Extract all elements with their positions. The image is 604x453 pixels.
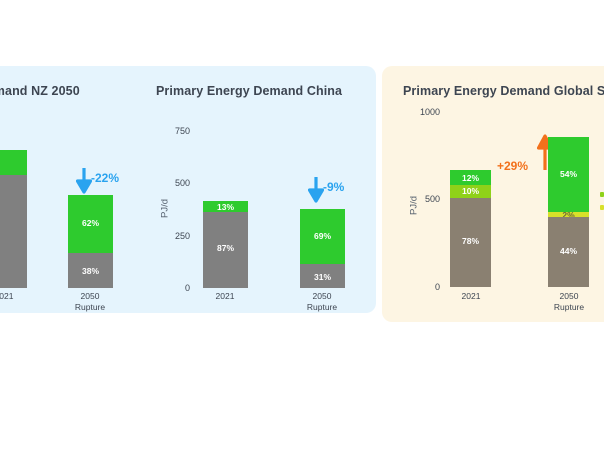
bar-category-nz-2050: 2050 Rupture bbox=[74, 291, 106, 312]
bar-segment-fossil: 87% bbox=[203, 212, 248, 288]
y-tick-0: 0 bbox=[434, 282, 440, 292]
bar-segment-fossil bbox=[0, 175, 27, 288]
bar-category-global-south-2050: 2050 Rupture bbox=[553, 291, 585, 312]
bar-china-2021[interactable]: 13% 87% bbox=[203, 201, 248, 288]
bar-segment-label: 31% bbox=[313, 271, 331, 282]
legend-swatch-other bbox=[600, 205, 604, 210]
bar-segment-biomass: 2% bbox=[548, 210, 589, 220]
bar-global-south-2050-rupture[interactable]: 54% 2% 44% bbox=[548, 137, 589, 287]
chart-nz-2050-title: y Demand NZ 2050 bbox=[0, 84, 80, 98]
legend-swatch-biomass bbox=[600, 192, 604, 197]
bar-segment-label: 12% bbox=[461, 173, 479, 183]
delta-label-china: -9% bbox=[323, 180, 345, 194]
arrow-down-icon bbox=[307, 177, 325, 208]
bar-segment-fossil: 44% bbox=[548, 216, 589, 287]
bar-segment-label: 54% bbox=[559, 169, 577, 179]
y-tick-500: 500 bbox=[424, 194, 440, 204]
bar-segment-renewable bbox=[0, 150, 27, 175]
chart-global-south-title: Primary Energy Demand Global So bbox=[403, 84, 604, 98]
bar-segment-label: 62% bbox=[81, 218, 99, 228]
delta-label-global-south: +29% bbox=[497, 159, 529, 173]
bar-category-global-south-2021: 2021 bbox=[461, 291, 481, 301]
chart-china-y-axis-label: PJ/d bbox=[159, 199, 171, 219]
bar-segment-fossil: 78% bbox=[450, 198, 491, 287]
bar-segment-fossil: 38% bbox=[68, 252, 113, 288]
bar-nz-2021[interactable] bbox=[0, 150, 27, 288]
bar-segment-renewable: 54% bbox=[548, 137, 589, 212]
bar-segment-renewable: 62% bbox=[68, 195, 113, 253]
bar-segment-label: 38% bbox=[81, 265, 99, 276]
chart-china-title: Primary Energy Demand China bbox=[156, 84, 343, 98]
bar-category-nz-2021: 2021 bbox=[0, 291, 14, 301]
bar-segment-label: 87% bbox=[216, 243, 234, 254]
y-tick-500: 500 bbox=[174, 178, 190, 188]
y-tick-750: 750 bbox=[174, 126, 190, 136]
arrow-down-icon bbox=[75, 168, 93, 199]
y-tick-1000: 1000 bbox=[419, 107, 440, 117]
delta-label-nz: -22% bbox=[91, 171, 120, 185]
bar-segment-renewable: 69% bbox=[300, 209, 345, 264]
bar-global-south-2021[interactable]: 12% 10% 78% bbox=[450, 170, 491, 287]
bar-segment-fossil: 31% bbox=[300, 263, 345, 288]
bar-segment-renewable: 12% bbox=[450, 170, 491, 186]
bar-category-china-2021: 2021 bbox=[215, 291, 235, 301]
bar-segment-label: 2% bbox=[562, 210, 575, 220]
bar-category-china-2050: 2050 Rupture bbox=[306, 291, 338, 312]
bar-china-2050-rupture[interactable]: 69% 31% bbox=[300, 209, 345, 288]
bar-segment-label: 69% bbox=[313, 231, 331, 241]
y-tick-0: 0 bbox=[184, 283, 190, 293]
bar-segment-biomass: 10% bbox=[450, 185, 491, 199]
y-tick-250: 250 bbox=[174, 231, 190, 241]
bar-segment-renewable: 13% bbox=[203, 201, 248, 213]
bar-segment-label: 10% bbox=[461, 186, 479, 197]
bar-segment-label: 78% bbox=[461, 236, 479, 247]
bar-segment-label: 13% bbox=[216, 202, 234, 212]
bar-segment-label: 44% bbox=[559, 245, 577, 256]
bar-nz-2050-rupture[interactable]: 62% 38% bbox=[68, 195, 113, 288]
